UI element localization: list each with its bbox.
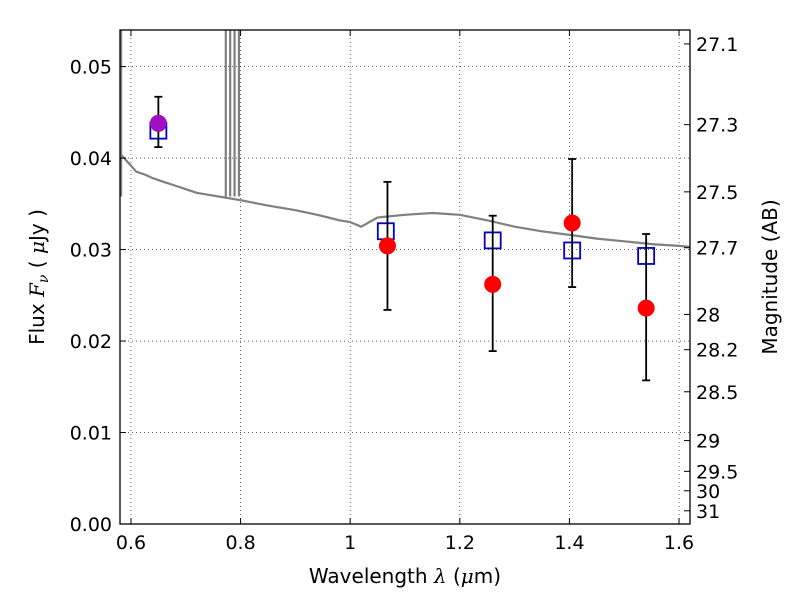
y-axis-label-unit-close: Jy ) [25,209,49,243]
y-tick-label: 0.00 [70,514,112,536]
y2-tick-label: 27.1 [696,34,738,56]
y-axis-label-subscript: ν [36,274,52,283]
y-tick-label: 0.02 [70,331,112,353]
y2-tick-label: 31 [696,501,720,523]
model-square [376,222,395,241]
x-tick-label: 1.6 [664,532,694,554]
y2-tick-label: 29 [696,431,720,453]
y-tick-label: 0.05 [70,57,112,79]
grid [120,30,690,525]
observed-point [149,114,167,132]
spectrum-line [119,152,691,248]
y2-tick-label: 27.5 [696,182,738,204]
y-axis-label: Flux Fν ( μJy ) [25,209,52,345]
x-tick-label: 0.8 [225,532,255,554]
observed-series [149,95,655,382]
y2-tick-label: 27.3 [696,115,738,137]
y-tick-label: 0.01 [70,423,112,445]
axis-ticks: 0.6 0.8 1 1.2 1.4 1.6 0.00 0.01 0.02 0.03 0.04 0.05… [70,30,738,554]
y-axis-label-prefix: Flux [25,297,49,345]
y2-tick-label: 30 [696,481,720,503]
y-tick-label: 0.04 [70,148,112,170]
y2-tick-label: 28.2 [696,340,738,362]
y2-tick-label: 27.7 [696,238,738,260]
x-axis-label-unit-mu: μ [461,564,474,588]
x-axis-label: Wavelength λ (μm) [309,564,501,588]
y-axis-label-unit-mu: μ [25,241,49,254]
x-tick-label: 1.2 [445,532,475,554]
x-axis-label-prefix: Wavelength [309,564,434,588]
y2-tick-label: 29.5 [696,461,738,483]
y2-tick-label: 28.5 [696,382,738,404]
y-tick-label: 0.03 [70,240,112,262]
y-axis-label-symbol: F [25,282,49,298]
x-tick-label: 1.4 [554,532,584,554]
y2-axis-label: Magnitude (AB) [758,199,782,354]
observed-point [484,275,502,293]
x-tick-label: 1 [344,532,356,554]
x-tick-label: 0.6 [116,532,146,554]
y2-tick-label: 28 [696,304,720,326]
plot-frame [119,29,691,525]
observed-point [378,237,396,255]
observed-point [563,214,581,232]
spectrum-series [119,30,691,248]
x-axis-label-unit-close: m) [474,564,501,588]
observed-point [637,299,655,317]
x-axis-label-unit-open: ( [447,564,461,588]
x-axis-label-symbol: λ [433,564,447,588]
y-axis-label-unit-open: ( [25,254,49,275]
